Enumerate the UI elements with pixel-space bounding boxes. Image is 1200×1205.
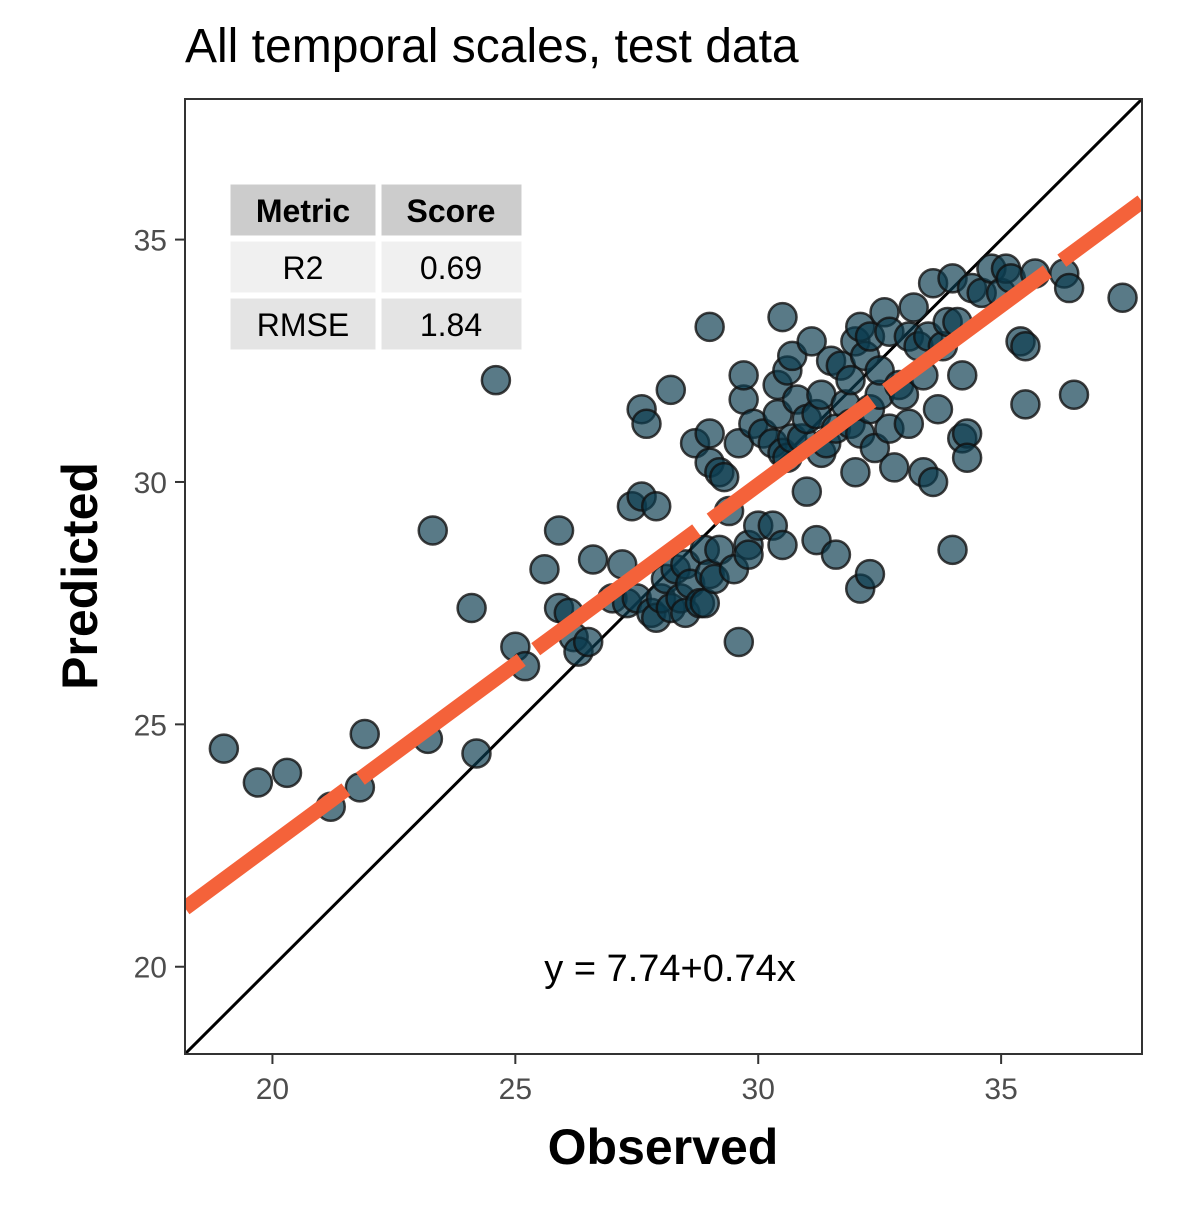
metrics-rmse-label: RMSE [257, 307, 349, 343]
metrics-header-score: Score [407, 193, 496, 229]
metrics-rmse-value: 1.84 [420, 307, 482, 343]
metrics-row-cell [227, 295, 379, 353]
y-tick-label: 35 [134, 225, 167, 258]
data-point [820, 539, 852, 570]
data-point [631, 408, 662, 440]
data-point [708, 461, 740, 493]
data-point [1010, 330, 1041, 362]
data-point [723, 626, 755, 658]
data-point [796, 326, 827, 357]
data-point [694, 418, 725, 449]
data-point [922, 394, 954, 425]
x-tick-label: 35 [984, 1073, 1017, 1106]
data-point [655, 374, 687, 406]
y-tick-label: 20 [134, 952, 167, 985]
x-tick-label: 25 [499, 1073, 532, 1106]
data-point [242, 767, 274, 798]
data-point [543, 515, 575, 546]
data-point [733, 539, 764, 570]
data-point [835, 364, 866, 396]
x-axis-label: Observed [548, 1119, 779, 1175]
y-tick-label: 25 [134, 709, 167, 742]
x-tick-label: 30 [742, 1073, 775, 1106]
data-point [791, 476, 823, 507]
data-point [937, 534, 968, 566]
data-point [529, 553, 560, 585]
metrics-table: Metric Score R2 0.69 RMSE 1.84 [227, 181, 525, 353]
metrics-row-cell [227, 238, 379, 296]
data-point [767, 529, 798, 561]
data-point [951, 442, 983, 473]
data-point [854, 558, 886, 590]
data-point [840, 457, 871, 488]
data-point [456, 592, 487, 624]
data-point [417, 515, 449, 546]
fit-equation: y = 7.74+0.74x [544, 948, 795, 990]
metrics-r2-label: R2 [283, 250, 324, 286]
data-point [694, 311, 725, 343]
metrics-header-cell-score [378, 181, 525, 239]
data-point [1053, 272, 1085, 304]
metrics-row-cell [378, 238, 525, 296]
data-point [917, 466, 949, 498]
data-point [271, 757, 303, 789]
data-point [480, 364, 512, 396]
metrics-header-metric: Metric [256, 193, 350, 229]
metrics-row-cell [378, 295, 525, 353]
data-point [1107, 282, 1138, 314]
data-point [1058, 379, 1090, 410]
x-tick-label: 20 [256, 1073, 289, 1106]
metrics-r2-value: 0.69 [420, 250, 482, 286]
data-point [947, 360, 978, 391]
data-point [461, 738, 492, 769]
metrics-header-cell-metric [227, 181, 379, 239]
chart-title: All temporal scales, test data [185, 20, 799, 73]
data-point [349, 718, 380, 750]
data-point [767, 301, 798, 333]
regression-fit-line [185, 195, 1142, 915]
data-point [728, 360, 759, 391]
data-point [572, 626, 604, 658]
data-point [878, 452, 910, 483]
data-point [1010, 389, 1041, 420]
data-point [898, 292, 929, 323]
plot-panel-border [184, 98, 1143, 1055]
y-axis-label: Predicted [52, 462, 108, 690]
y-tick-label: 30 [134, 467, 167, 500]
data-point [208, 733, 240, 764]
data-point [577, 544, 609, 575]
data-point [640, 490, 672, 522]
data-point [893, 408, 925, 440]
